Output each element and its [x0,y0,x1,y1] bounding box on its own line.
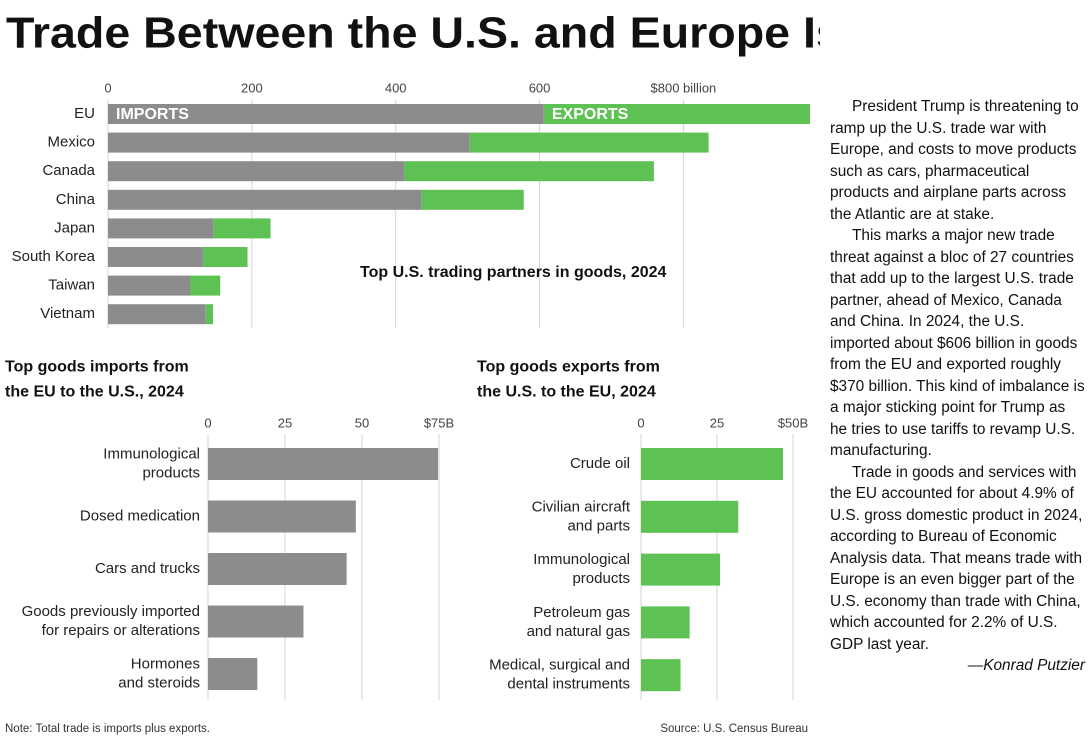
chart-title: Top U.S. trading partners in goods, 2024 [360,264,667,281]
bar [208,553,347,585]
bar-segment [213,218,271,239]
bar-segment [108,132,470,153]
bar-segment [108,161,405,182]
x-tick-label: 0 [104,80,111,95]
bar-segment [421,189,524,210]
category-label: Japan [54,219,95,236]
bar-segment [202,247,248,267]
bar-segment [469,132,709,153]
category-label: Mexico [47,134,95,151]
bar-segment [205,304,214,325]
bar-segment [543,104,810,124]
charts: Trade Between the U.S. and Europe Is Mas… [5,9,820,735]
series-label: EXPORTS [552,106,629,123]
bar [641,448,783,480]
bar-segment [108,189,422,210]
x-tick-label: $50B [778,415,808,430]
x-tick-label: 25 [278,415,292,430]
x-tick-label: 400 [385,80,407,95]
x-tick-label: 50 [355,415,369,430]
x-tick-label: $800 billion [651,80,717,95]
bar-segment [404,161,654,182]
category-label: Civilian aircraft and parts [532,498,631,534]
chart-title: Top goods imports from the EU to the U.S.… [5,359,189,401]
category-label: China [56,191,96,208]
paragraph: Trade in goods and services with the EU … [830,463,1083,653]
category-label: South Korea [12,248,96,265]
x-tick-label: 200 [241,80,263,95]
note: Note: Total trade is imports plus export… [5,723,210,735]
paragraph: This marks a major new trade threat agai… [830,227,1085,459]
bar-segment [108,275,190,296]
article: President Trump is threatening to ramp u… [830,96,1085,677]
bar-segment [108,104,544,124]
source: Source: U.S. Census Bureau [660,723,808,735]
category-label: EU [74,105,95,122]
category-label: Medical, surgical and dental instruments [489,657,630,693]
category-label: Taiwan [48,277,95,294]
series-label: IMPORTS [116,106,189,123]
category-label: Canada [42,162,95,179]
category-label: Hormones and steroids [118,655,200,691]
bar-segment [108,247,203,267]
bar [641,553,721,586]
bar [641,500,739,533]
bar-segment [108,218,214,239]
bar [208,658,258,690]
bar [208,500,356,533]
bar [208,605,304,638]
category-label: Immunological products [103,445,200,481]
page-title: Trade Between the U.S. and Europe Is Mas… [6,9,820,58]
bar [641,606,690,639]
category-label: Cars and trucks [95,560,200,577]
category-label: Dosed medication [80,507,200,524]
category-label: Crude oil [570,455,630,472]
category-label: Petroleum gas and natural gas [527,604,630,640]
bar-segment [108,304,206,325]
x-tick-label: 0 [204,415,211,430]
category-label: Immunological products [533,551,630,587]
bar [641,659,681,692]
bar [208,448,439,480]
category-label: Vietnam [40,305,95,322]
x-tick-label: 0 [637,415,644,430]
category-label: Goods previously imported for repairs or … [22,603,200,639]
x-tick-label: 25 [710,415,724,430]
paragraph: President Trump is threatening to ramp u… [830,98,1079,223]
byline: —Konrad Putzier [967,657,1085,674]
x-tick-label: $75B [424,415,454,430]
chart-title: Top goods exports from the U.S. to the EU… [477,359,660,401]
x-tick-label: 600 [529,80,551,95]
bar-segment [189,275,221,296]
